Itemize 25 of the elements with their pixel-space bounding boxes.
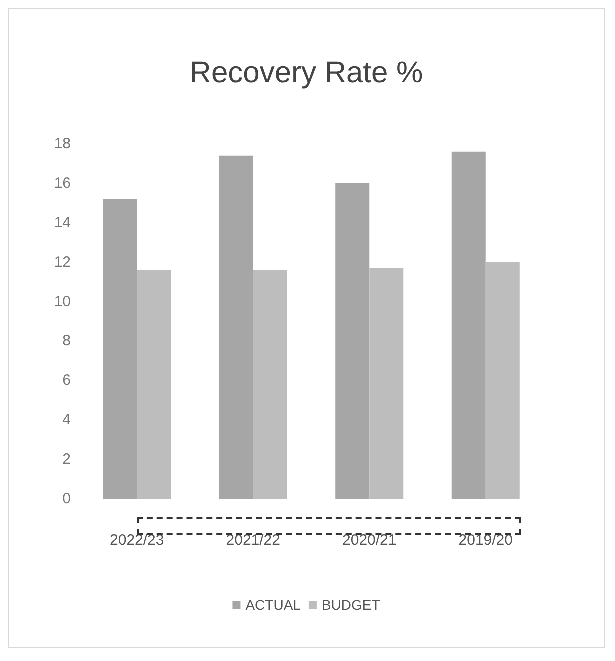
legend-label: BUDGET (322, 597, 381, 613)
y-tick-label: 6 (62, 372, 71, 390)
legend-label: ACTUAL (246, 597, 302, 613)
bar (370, 268, 404, 499)
bar (486, 262, 520, 499)
y-tick-label: 14 (54, 214, 71, 232)
y-tick-label: 0 (62, 490, 71, 508)
y-tick-label: 2 (62, 451, 71, 468)
bar (137, 270, 172, 499)
bar (219, 156, 254, 499)
y-tick-label: 12 (54, 254, 71, 271)
bar (336, 183, 370, 499)
x-tick-label: 2021/22 (226, 532, 280, 549)
y-tick-label: 4 (62, 412, 71, 429)
bar (253, 270, 288, 499)
y-tick-label: 10 (54, 293, 71, 310)
y-tick-label: 18 (54, 136, 71, 152)
x-tick-label: 2022/23 (110, 532, 164, 549)
x-tick-label: 2020/21 (342, 532, 397, 549)
x-tick-label: 2019/20 (458, 532, 513, 549)
bar (103, 199, 138, 499)
y-tick-label: 8 (62, 332, 71, 350)
chart-title: Recovery Rate % (190, 56, 424, 90)
bar (452, 152, 486, 499)
y-tick-label: 16 (54, 174, 71, 192)
